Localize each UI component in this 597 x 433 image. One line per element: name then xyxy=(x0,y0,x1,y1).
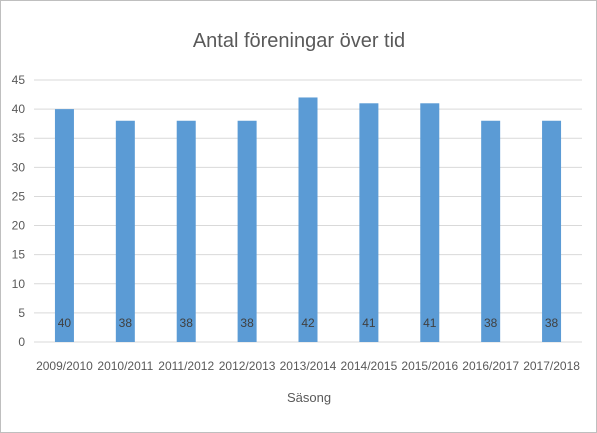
data-label: 41 xyxy=(362,316,376,330)
x-tick-label: 2014/2015 xyxy=(341,359,398,373)
bar xyxy=(481,120,501,342)
data-label: 41 xyxy=(423,316,437,330)
y-tick-label: 0 xyxy=(18,335,25,349)
x-tick-label: 2017/2018 xyxy=(523,359,580,373)
y-tick-label: 40 xyxy=(12,102,26,116)
y-tick-label: 25 xyxy=(12,189,26,203)
x-axis-ticks: 2009/2010 2010/2011 2011/2012 2012/2013 2013… xyxy=(36,359,580,373)
y-axis-ticks: 0 5 10 15 20 25 30 35 40 45 xyxy=(12,73,26,349)
x-tick-label: 2011/2012 xyxy=(158,359,214,373)
y-tick-label: 10 xyxy=(12,277,26,291)
chart-title: Antal föreningar över tid xyxy=(193,30,405,52)
data-label: 40 xyxy=(58,316,72,330)
bar xyxy=(298,97,318,342)
bar xyxy=(54,109,74,342)
data-label: 38 xyxy=(119,316,133,330)
y-tick-label: 20 xyxy=(12,219,26,233)
x-tick-label: 2012/2013 xyxy=(219,359,276,373)
data-labels: 40 38 38 38 42 41 41 38 38 xyxy=(58,316,559,330)
data-label: 38 xyxy=(545,316,559,330)
bars xyxy=(54,97,562,343)
data-label: 38 xyxy=(484,316,498,330)
data-label: 38 xyxy=(240,316,254,330)
bar xyxy=(176,120,196,342)
y-tick-label: 35 xyxy=(12,131,26,145)
y-tick-label: 15 xyxy=(12,248,26,262)
data-label: 38 xyxy=(180,316,194,330)
bar xyxy=(237,120,257,342)
y-tick-label: 45 xyxy=(12,73,26,87)
x-tick-label: 2010/2011 xyxy=(97,359,153,373)
bar xyxy=(115,120,135,342)
x-axis-title: Säsong xyxy=(287,390,331,405)
bar xyxy=(420,103,440,343)
x-tick-label: 2016/2017 xyxy=(462,359,519,373)
x-tick-label: 2015/2016 xyxy=(401,359,458,373)
x-tick-label: 2009/2010 xyxy=(36,359,93,373)
data-label: 42 xyxy=(301,316,315,330)
x-tick-label: 2013/2014 xyxy=(280,359,337,373)
y-tick-label: 30 xyxy=(12,160,26,174)
y-tick-label: 5 xyxy=(18,306,25,320)
bar xyxy=(359,103,379,343)
bar xyxy=(542,120,562,342)
